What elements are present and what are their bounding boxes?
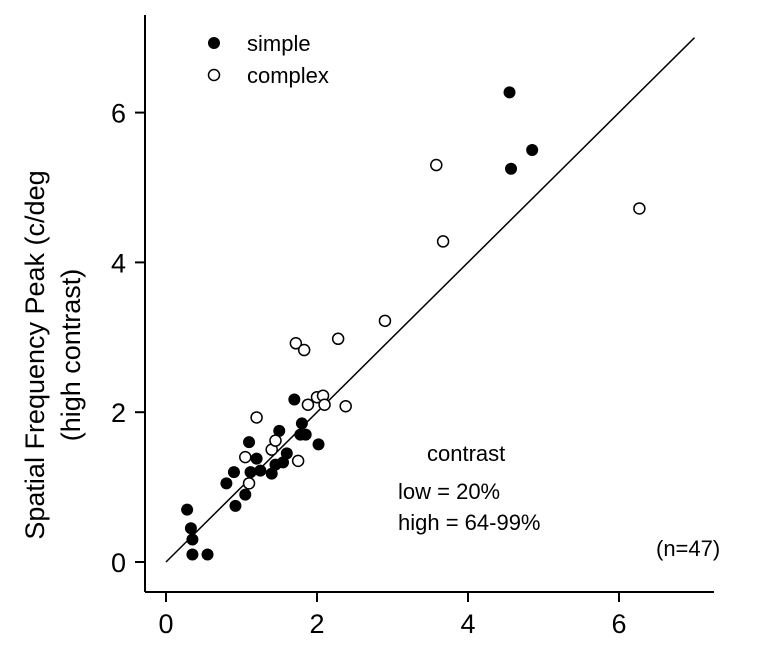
data-point-complex: [436, 235, 450, 248]
data-point-complex: [269, 434, 282, 447]
data-point-complex: [250, 411, 263, 424]
data-point-complex: [318, 398, 331, 411]
x-tick-label: 0: [158, 609, 173, 639]
legend-label-simple: simple: [247, 31, 311, 56]
data-point-complex: [430, 158, 443, 172]
data-point-complex: [291, 454, 305, 468]
data-point-simple: [220, 477, 233, 490]
data-point-complex: [331, 332, 345, 346]
data-point-simple: [265, 467, 278, 480]
data-point-complex: [378, 314, 392, 328]
y-tick-label: 0: [111, 548, 126, 578]
data-point-simple: [273, 424, 286, 437]
data-point-simple: [254, 464, 267, 477]
legend: simple complex: [207, 31, 329, 88]
x-tick-label: 4: [460, 609, 475, 639]
data-point-complex: [339, 399, 352, 413]
legend-label-complex: complex: [247, 63, 329, 88]
data-point-simple: [186, 533, 199, 546]
data-point-simple: [295, 417, 308, 430]
data-point-simple: [186, 548, 199, 561]
data-point-simple: [181, 503, 194, 516]
y-tick-label: 2: [111, 398, 126, 428]
x-tick-label: 6: [611, 609, 626, 639]
data-point-complex: [239, 450, 252, 464]
data-point-complex: [301, 398, 315, 411]
data-point-simple: [227, 466, 240, 479]
y-tick-label: 4: [111, 248, 126, 278]
data-point-simple: [244, 466, 257, 479]
data-point-complex: [297, 343, 311, 357]
data-point-simple: [250, 452, 263, 465]
data-point-simple: [239, 488, 252, 501]
legend-marker-simple: [208, 37, 220, 49]
y-axis-sublabel: (high contrast): [56, 269, 86, 442]
contrast-heading: contrast: [427, 441, 505, 466]
data-point-simple: [243, 436, 256, 449]
contrast-high: high = 64-99%: [398, 510, 541, 535]
data-point-simple: [299, 428, 312, 441]
data-point-simple: [229, 499, 242, 512]
y-axis-label: Spatial Frequency Peak (c/deg: [20, 170, 50, 539]
y-axis-label-group: Spatial Frequency Peak (c/deg (high cont…: [20, 170, 86, 539]
data-point-simple: [184, 522, 197, 535]
data-point-simple: [277, 456, 290, 469]
x-tick-label: 2: [309, 609, 324, 639]
sample-size-label: (n=47): [656, 536, 720, 561]
data-point-simple: [280, 447, 293, 460]
data-point-simple: [505, 162, 518, 175]
data-points: [181, 86, 646, 561]
data-point-simple: [288, 393, 301, 406]
data-point-simple: [201, 548, 214, 561]
data-point-complex: [289, 337, 303, 350]
contrast-low: low = 20%: [398, 479, 500, 504]
data-point-complex: [633, 202, 646, 215]
data-point-simple: [526, 144, 539, 157]
axis-ticks: 0 2 4 6 0 2 4 6: [111, 99, 627, 639]
legend-marker-complex: [207, 68, 221, 82]
data-point-simple: [312, 438, 325, 451]
data-point-simple: [503, 86, 516, 99]
data-point-complex: [242, 477, 256, 490]
y-tick-label: 6: [111, 99, 126, 129]
